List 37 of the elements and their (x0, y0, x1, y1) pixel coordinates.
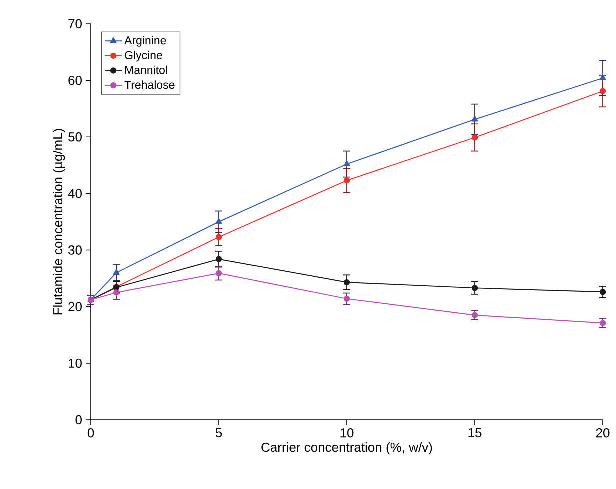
y-tick-label: 70 (68, 19, 82, 29)
x-tick-label: 20 (596, 428, 610, 438)
point (600, 88, 606, 94)
point (216, 218, 222, 224)
point (344, 296, 350, 302)
x-axis-title: Carrier concentration (%, w/v) (262, 442, 432, 455)
point (472, 116, 478, 122)
y-tick-label: 50 (68, 132, 82, 142)
y-tick-label: 40 (68, 189, 82, 198)
point (216, 234, 222, 240)
x-tick-label: 15 (468, 428, 482, 438)
x-tick-label: 0 (88, 428, 94, 438)
point (216, 256, 222, 262)
x-tick-label: 10 (340, 428, 354, 438)
point (600, 74, 606, 80)
legend-label: Glycine (125, 51, 162, 62)
y-tick-label: 30 (68, 246, 82, 255)
point (472, 134, 478, 141)
point (114, 290, 120, 296)
point (600, 289, 606, 296)
y-tick-label: 0 (76, 415, 82, 425)
y-tick-label: 20 (68, 302, 82, 312)
point (600, 320, 606, 326)
x-tick-label: 5 (216, 428, 222, 438)
point (216, 270, 222, 277)
point (344, 279, 350, 286)
y-tick-label: 60 (68, 76, 82, 86)
y-axis-title: Flutamide concentration (µg/mL) (53, 129, 66, 315)
point (344, 178, 350, 184)
point (472, 312, 478, 318)
y-tick-label: 10 (69, 358, 82, 368)
legend-label: Mannitol (125, 66, 168, 74)
legend-label: Arginine (124, 36, 166, 47)
point (344, 160, 350, 166)
point (472, 285, 478, 292)
point (113, 269, 120, 276)
legend-label: Trehalose (124, 80, 175, 90)
